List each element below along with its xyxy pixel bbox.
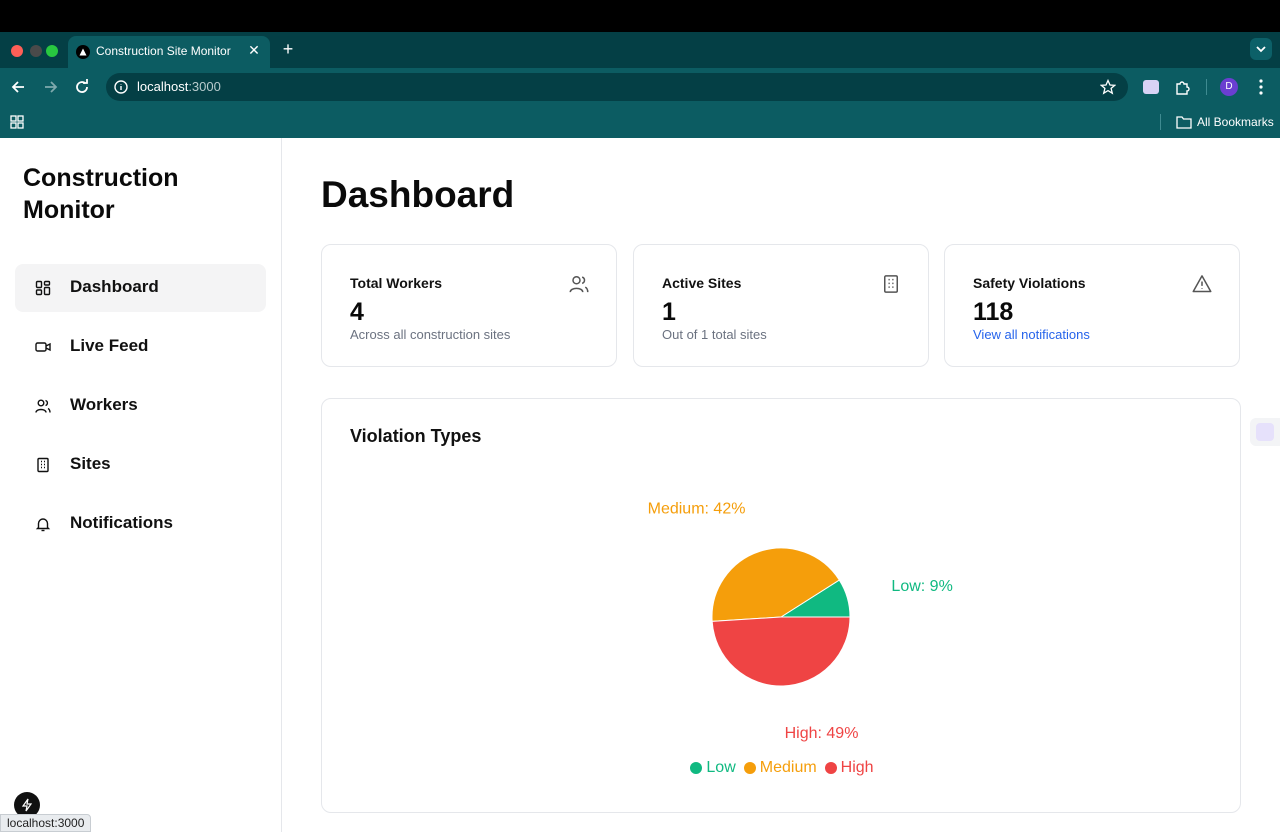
maximize-window-button[interactable]	[46, 45, 58, 57]
extension-icon[interactable]	[1143, 80, 1159, 94]
extension-icon	[1256, 423, 1274, 441]
dashboard-icon	[35, 280, 51, 296]
chevron-down-icon	[1256, 46, 1266, 53]
bookmarks-bar: All Bookmarks	[0, 106, 1280, 138]
legend-dot-low	[690, 762, 703, 774]
legend-item-low[interactable]: Low	[690, 759, 736, 777]
browser-tab-bar: Construction Site Monitor ✕ +	[0, 32, 1280, 68]
card-subtitle: Across all construction sites	[350, 327, 511, 342]
screen-top-bar	[0, 0, 1280, 32]
folder-icon[interactable]	[1176, 115, 1192, 129]
bell-icon	[35, 518, 51, 532]
all-bookmarks-link[interactable]: All Bookmarks	[1197, 115, 1274, 129]
card-subtitle: Out of 1 total sites	[662, 327, 767, 342]
close-window-button[interactable]	[11, 45, 23, 57]
stat-card-active-sites: Active Sites 1 Out of 1 total sites	[633, 244, 929, 367]
back-arrow-icon[interactable]	[9, 77, 29, 97]
sidebar-item-notifications[interactable]: Notifications	[15, 500, 266, 548]
url-text: localhost:3000	[137, 79, 221, 94]
chart-legend: Low Medium High	[682, 759, 882, 777]
sidebar-item-label: Workers	[70, 395, 138, 414]
chart-title: Violation Types	[350, 426, 482, 446]
legend-dot-medium	[743, 762, 756, 774]
more-menu-icon[interactable]	[1253, 78, 1269, 96]
new-tab-button[interactable]: +	[282, 39, 294, 59]
pie-slice-medium[interactable]	[711, 547, 840, 622]
tab-search-button[interactable]	[1250, 38, 1272, 60]
sidebar-item-label: Dashboard	[70, 277, 159, 296]
building-icon	[884, 275, 898, 293]
minimize-window-button[interactable]	[30, 45, 42, 57]
sidebar-item-sites[interactable]: Sites	[15, 441, 266, 489]
view-all-notifications-link[interactable]: View all notifications	[973, 327, 1090, 342]
address-bar[interactable]: localhost:3000	[106, 73, 1128, 101]
sidebar-item-label: Live Feed	[70, 336, 149, 355]
toolbar-divider	[1206, 79, 1207, 95]
users-icon	[569, 276, 589, 293]
warning-icon	[1192, 275, 1212, 293]
card-title: Active Sites	[662, 275, 742, 291]
stat-card-safety-violations: Safety Violations 118 View all notificat…	[944, 244, 1240, 367]
bookmark-star-icon[interactable]	[1100, 79, 1116, 95]
building-icon	[37, 457, 49, 473]
browser-toolbar: localhost:3000 D	[0, 68, 1280, 106]
card-value: 4	[350, 298, 364, 326]
reload-icon[interactable]	[72, 77, 92, 97]
tab-title: Construction Site Monitor	[96, 44, 231, 58]
page-title: Dashboard	[321, 174, 515, 215]
brand-title: Construction Monitor	[23, 164, 179, 224]
sidebar-item-label: Sites	[70, 454, 111, 473]
card-value: 1	[662, 298, 676, 326]
favicon-icon	[76, 45, 90, 59]
pie-label-high: High: 49%	[785, 725, 859, 742]
status-bar-url: localhost:3000	[0, 814, 92, 832]
legend-label-high: High	[840, 759, 874, 776]
legend-dot-high	[824, 762, 837, 774]
legend-item-high[interactable]: High	[824, 759, 874, 777]
apps-grid-icon[interactable]	[10, 115, 24, 129]
close-tab-icon[interactable]: ✕	[248, 42, 260, 58]
forward-arrow-icon[interactable]	[40, 77, 60, 97]
pie-label-low: Low: 9%	[891, 578, 952, 595]
info-icon[interactable]	[114, 80, 128, 94]
puzzle-icon[interactable]	[1174, 79, 1191, 96]
pie-slice-high[interactable]	[711, 616, 851, 687]
side-extension-tab[interactable]	[1250, 418, 1280, 446]
lightning-icon	[21, 798, 33, 812]
bookmarks-divider	[1160, 114, 1161, 130]
browser-tab[interactable]: Construction Site Monitor ✕	[68, 36, 270, 68]
stat-card-total-workers: Total Workers 4 Across all construction …	[321, 244, 617, 367]
sidebar: Construction Monitor Dashboard Live Feed…	[0, 138, 282, 832]
legend-label-low: Low	[706, 759, 736, 776]
card-title: Safety Violations	[973, 275, 1086, 291]
violation-types-card: Violation Types Low: 9% Medium: 42% High: …	[321, 398, 1241, 813]
violation-pie-chart: Low: 9% Medium: 42% High: 49%	[648, 501, 953, 742]
sidebar-item-workers[interactable]: Workers	[15, 382, 266, 430]
dev-tools-badge[interactable]	[14, 792, 40, 818]
users-icon	[35, 399, 51, 413]
card-value: 118	[973, 298, 1014, 326]
legend-label-medium: Medium	[759, 759, 817, 776]
video-icon	[35, 342, 51, 352]
sidebar-item-live-feed[interactable]: Live Feed	[15, 323, 266, 371]
sidebar-item-label: Notifications	[70, 513, 173, 532]
profile-avatar[interactable]: D	[1220, 78, 1238, 96]
pie-label-medium: Medium: 42%	[648, 501, 746, 518]
card-title: Total Workers	[350, 275, 443, 291]
sidebar-item-dashboard[interactable]: Dashboard	[15, 264, 266, 312]
legend-item-medium[interactable]: Medium	[743, 759, 817, 777]
